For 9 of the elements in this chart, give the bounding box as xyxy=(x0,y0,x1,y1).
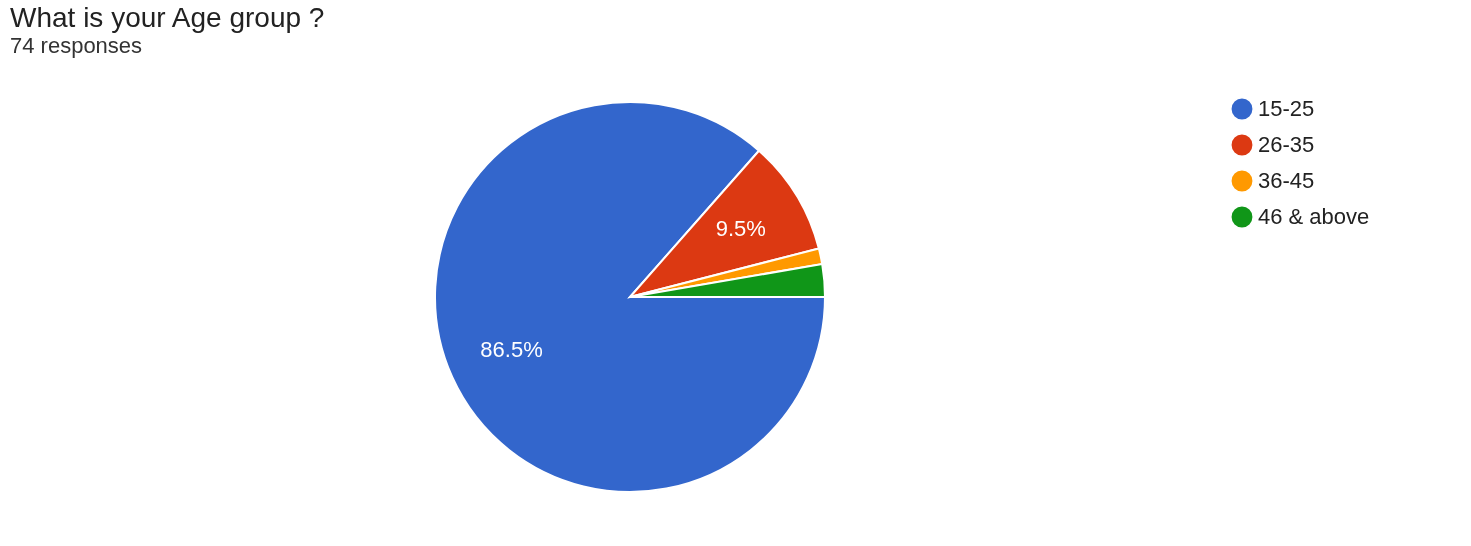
data-label: 86.5% xyxy=(480,337,543,363)
legend-label: 36-45 xyxy=(1258,168,1315,193)
legend-label: 46 & above xyxy=(1258,204,1370,229)
data-label: 9.5% xyxy=(715,216,766,242)
text: 74 responses xyxy=(10,33,143,58)
legend-label: 15-25 xyxy=(1258,96,1315,121)
text: What is your Age group ? xyxy=(10,2,325,33)
legend-label: 26-35 xyxy=(1258,132,1315,157)
pie-slice xyxy=(434,101,826,493)
